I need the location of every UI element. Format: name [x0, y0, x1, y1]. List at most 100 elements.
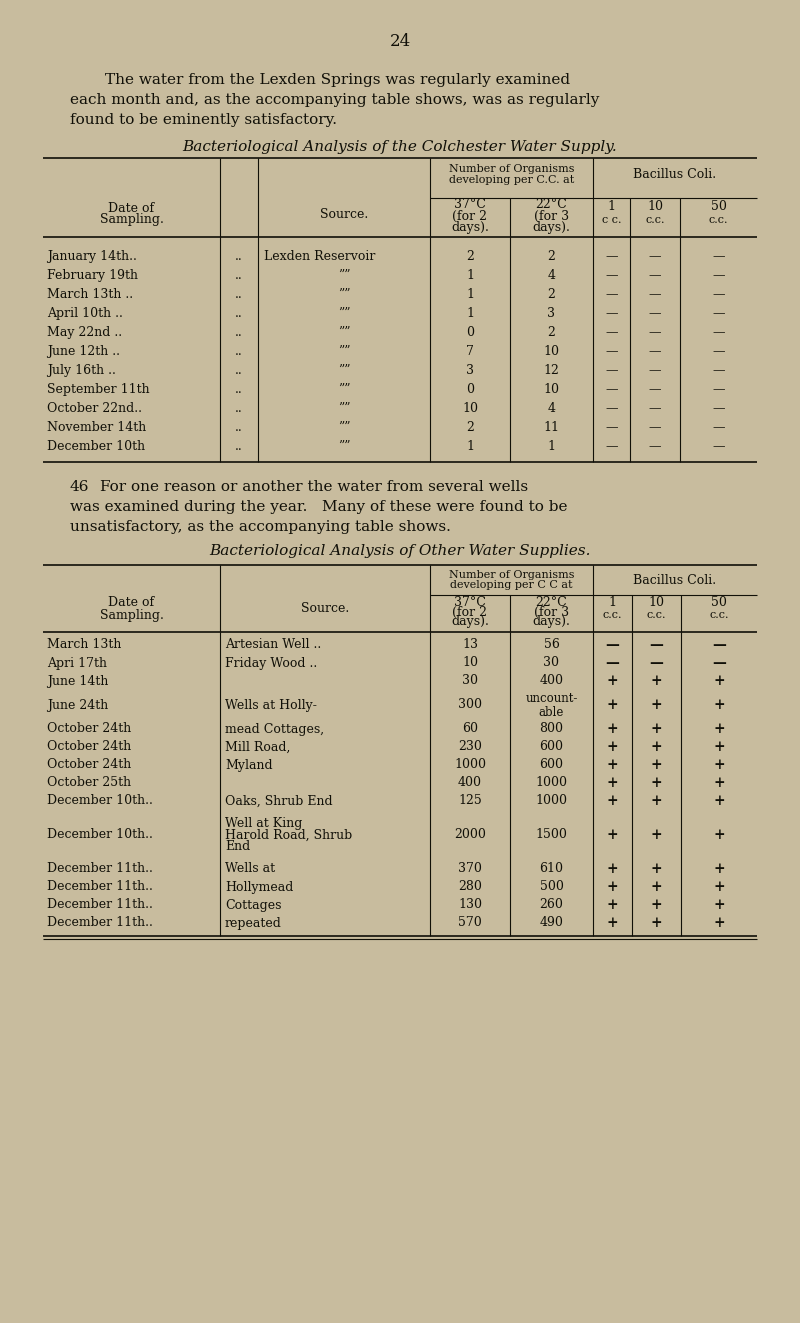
Text: uncount-: uncount- — [526, 692, 578, 705]
Text: 50: 50 — [711, 597, 727, 610]
Text: ””: ”” — [338, 421, 350, 434]
Text: ””: ”” — [338, 345, 350, 359]
Text: —: — — [712, 307, 725, 320]
Text: was examined during the year.   Many of these were found to be: was examined during the year. Many of th… — [70, 500, 567, 515]
Text: 0: 0 — [466, 382, 474, 396]
Text: +: + — [606, 722, 618, 736]
Text: —: — — [649, 441, 662, 452]
Text: 1: 1 — [609, 597, 617, 610]
Text: 1: 1 — [466, 307, 474, 320]
Text: 570: 570 — [458, 917, 482, 930]
Text: ””: ”” — [338, 269, 350, 282]
Text: +: + — [606, 898, 618, 912]
Text: +: + — [650, 740, 662, 754]
Text: +: + — [713, 699, 725, 712]
Text: ..: .. — [235, 307, 243, 320]
Text: 50: 50 — [710, 201, 726, 213]
Text: ””: ”” — [338, 382, 350, 396]
Text: 10: 10 — [462, 656, 478, 669]
Text: Date of: Date of — [109, 597, 154, 610]
Text: 400: 400 — [458, 777, 482, 790]
Text: +: + — [606, 758, 618, 773]
Text: Bacillus Coli.: Bacillus Coli. — [634, 573, 717, 586]
Text: +: + — [713, 898, 725, 912]
Text: c c.: c c. — [602, 216, 622, 225]
Text: —: — — [649, 288, 662, 302]
Text: —: — — [712, 364, 725, 377]
Text: 46: 46 — [70, 480, 90, 493]
Text: —: — — [650, 638, 663, 652]
Text: The water from the Lexden Springs was regularly examined: The water from the Lexden Springs was re… — [105, 73, 570, 87]
Text: —: — — [712, 325, 725, 339]
Text: 30: 30 — [543, 656, 559, 669]
Text: +: + — [650, 758, 662, 773]
Text: (for 3: (for 3 — [534, 606, 569, 618]
Text: +: + — [713, 916, 725, 930]
Text: c.c.: c.c. — [709, 216, 728, 225]
Text: —: — — [649, 364, 662, 377]
Text: Cottages: Cottages — [225, 898, 282, 912]
Text: developing per C.C. at: developing per C.C. at — [449, 175, 574, 185]
Text: 7: 7 — [466, 345, 474, 359]
Text: mead Cottages,: mead Cottages, — [225, 722, 324, 736]
Text: October 25th: October 25th — [47, 777, 131, 790]
Text: End: End — [225, 840, 250, 853]
Text: July 16th ..: July 16th .. — [47, 364, 116, 377]
Text: 400: 400 — [539, 675, 563, 688]
Text: +: + — [650, 863, 662, 876]
Text: +: + — [606, 777, 618, 790]
Text: —: — — [712, 656, 726, 669]
Text: —: — — [606, 402, 618, 415]
Text: 2: 2 — [466, 421, 474, 434]
Text: +: + — [606, 794, 618, 808]
Text: 500: 500 — [539, 881, 563, 893]
Text: +: + — [713, 794, 725, 808]
Text: +: + — [650, 898, 662, 912]
Text: 22°C: 22°C — [536, 198, 567, 212]
Text: 12: 12 — [543, 364, 559, 377]
Text: ..: .. — [235, 269, 243, 282]
Text: unsatisfactory, as the accompanying table shows.: unsatisfactory, as the accompanying tabl… — [70, 520, 451, 534]
Text: c.c.: c.c. — [646, 216, 665, 225]
Text: 2: 2 — [547, 288, 555, 302]
Text: 2: 2 — [547, 325, 555, 339]
Text: +: + — [650, 916, 662, 930]
Text: days).: days). — [533, 221, 570, 233]
Text: —: — — [712, 250, 725, 263]
Text: June 14th: June 14th — [47, 675, 108, 688]
Text: days).: days). — [451, 615, 489, 628]
Text: October 24th: October 24th — [47, 758, 131, 771]
Text: 125: 125 — [458, 795, 482, 807]
Text: Number of Organisms: Number of Organisms — [449, 164, 574, 175]
Text: 56: 56 — [543, 639, 559, 651]
Text: Wells at: Wells at — [225, 863, 275, 876]
Text: days).: days). — [533, 615, 570, 628]
Text: 230: 230 — [458, 741, 482, 754]
Text: 30: 30 — [462, 675, 478, 688]
Text: 1: 1 — [466, 441, 474, 452]
Text: 60: 60 — [462, 722, 478, 736]
Text: October 24th: October 24th — [47, 741, 131, 754]
Text: +: + — [606, 828, 618, 841]
Text: +: + — [713, 758, 725, 773]
Text: June 12th ..: June 12th .. — [47, 345, 120, 359]
Text: ..: .. — [235, 441, 243, 452]
Text: —: — — [712, 269, 725, 282]
Text: c.c.: c.c. — [602, 610, 622, 620]
Text: 1: 1 — [466, 269, 474, 282]
Text: +: + — [650, 722, 662, 736]
Text: 1: 1 — [607, 201, 615, 213]
Text: December 11th..: December 11th.. — [47, 863, 153, 876]
Text: (for 2: (for 2 — [453, 606, 487, 618]
Text: +: + — [713, 777, 725, 790]
Text: April 10th ..: April 10th .. — [47, 307, 123, 320]
Text: +: + — [713, 863, 725, 876]
Text: —: — — [649, 269, 662, 282]
Text: —: — — [606, 269, 618, 282]
Text: —: — — [606, 325, 618, 339]
Text: +: + — [650, 880, 662, 894]
Text: 300: 300 — [458, 699, 482, 712]
Text: —: — — [606, 421, 618, 434]
Text: ””: ”” — [338, 325, 350, 339]
Text: —: — — [712, 382, 725, 396]
